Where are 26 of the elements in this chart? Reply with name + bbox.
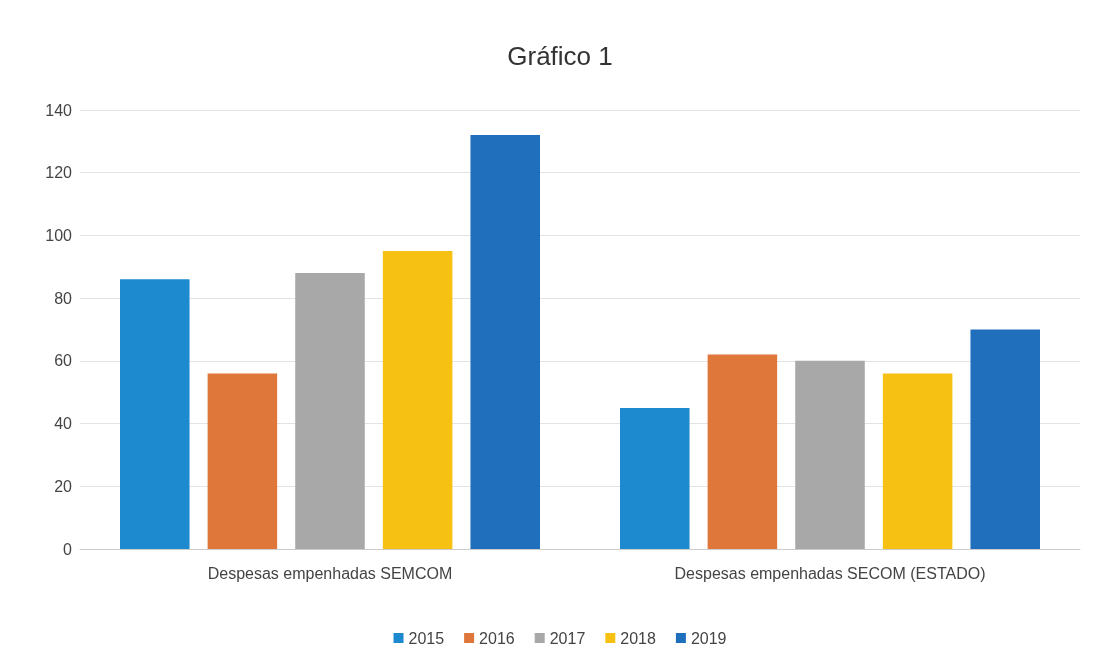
y-tick-label: 140 (45, 101, 73, 119)
bar (707, 354, 778, 549)
bar (120, 279, 190, 549)
bar (795, 360, 865, 549)
bar (295, 273, 365, 549)
bar (207, 373, 278, 549)
y-tick-label: 60 (54, 352, 73, 370)
legend-label: 2018 (620, 629, 656, 647)
y-tick-label: 0 (63, 540, 73, 558)
bar (970, 329, 1040, 549)
y-tick-label: 120 (45, 164, 73, 182)
legend-label: 2016 (479, 629, 515, 647)
y-tick-label: 40 (54, 415, 73, 433)
bar (882, 373, 953, 549)
bar (470, 135, 540, 549)
bar (382, 251, 453, 549)
legend-label: 2019 (690, 629, 727, 647)
legend-label: 2015 (408, 629, 445, 647)
chart-title: Gráfico 1 (507, 41, 613, 71)
y-tick-label: 80 (54, 289, 73, 307)
x-tick-label: Despesas empenhadas SECOM (ESTADO) (674, 564, 986, 582)
y-tick-label: 100 (45, 226, 73, 244)
y-tick-label: 20 (54, 477, 73, 495)
bar (620, 407, 690, 549)
x-tick-label: Despesas empenhadas SEMCOM (207, 564, 453, 582)
legend-label: 2017 (549, 629, 586, 647)
